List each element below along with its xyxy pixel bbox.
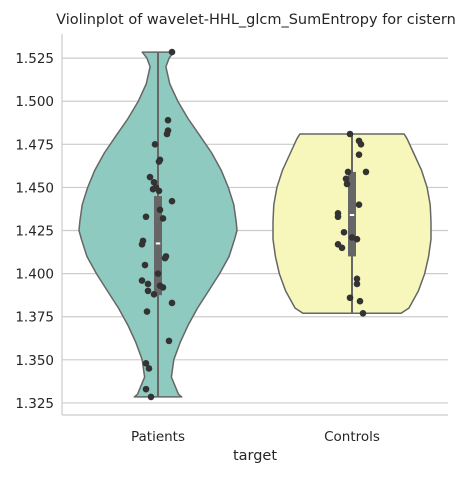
data-point <box>144 287 152 295</box>
data-point <box>355 201 363 208</box>
data-point <box>344 168 352 176</box>
data-point <box>150 178 158 186</box>
data-point <box>144 280 152 288</box>
data-point <box>151 141 159 148</box>
data-point <box>357 141 365 148</box>
x-tick-label-controls: Controls <box>324 429 380 445</box>
data-point <box>142 385 150 393</box>
data-point <box>346 130 354 138</box>
data-point <box>359 309 367 317</box>
data-point <box>164 116 172 124</box>
data-point <box>146 173 154 181</box>
data-point <box>338 244 346 252</box>
data-point <box>155 187 163 195</box>
axes-layer <box>61 34 448 416</box>
y-tick-label: 1.525 <box>15 51 54 67</box>
x-axis-label: target <box>233 448 277 464</box>
data-point <box>138 241 146 248</box>
data-point <box>342 175 350 183</box>
violin-layer <box>78 48 432 401</box>
violin-patients <box>78 48 238 401</box>
data-point <box>142 359 150 367</box>
data-point <box>154 270 162 277</box>
data-point <box>165 337 173 345</box>
y-tick-label: 1.350 <box>15 353 54 369</box>
data-point <box>353 280 361 288</box>
data-point <box>145 365 153 372</box>
data-point <box>168 299 176 307</box>
data-point <box>353 235 361 243</box>
data-point <box>141 261 149 269</box>
data-point <box>334 213 342 221</box>
data-point <box>147 393 155 401</box>
x-tick-label-patients: Patients <box>131 429 185 445</box>
y-tick-label: 1.375 <box>15 310 54 326</box>
y-tick-label: 1.450 <box>15 180 54 196</box>
data-point <box>362 168 370 176</box>
y-tick-label: 1.400 <box>15 267 54 283</box>
data-point <box>343 180 351 188</box>
data-point <box>168 48 176 56</box>
data-point <box>138 277 146 284</box>
data-point <box>355 151 363 158</box>
data-point <box>155 158 163 165</box>
chart-title: Violinplot of wavelet-HHL_glcm_SumEntrop… <box>56 12 456 28</box>
data-point <box>348 234 356 241</box>
data-point <box>168 197 176 205</box>
data-point <box>150 291 158 298</box>
data-point <box>356 297 364 305</box>
data-point <box>159 284 167 291</box>
data-point <box>346 294 354 302</box>
data-point <box>159 215 167 222</box>
data-point <box>353 275 361 283</box>
data-point <box>143 308 151 315</box>
y-tick-label: 1.500 <box>15 94 54 110</box>
y-tick-labels: 1.325 1.350 1.375 1.400 1.425 1.450 1.475 1.500… <box>15 51 54 412</box>
violin-box-patients <box>154 196 162 296</box>
data-point <box>340 228 348 236</box>
data-point <box>161 254 169 262</box>
data-point <box>156 206 164 214</box>
data-point <box>142 213 150 221</box>
data-point <box>149 185 157 193</box>
y-tick-label: 1.475 <box>15 137 54 153</box>
y-tick-label: 1.425 <box>15 224 54 240</box>
data-point <box>163 130 171 138</box>
y-tick-label: 1.325 <box>15 396 54 412</box>
x-tick-labels: Patients Controls <box>131 429 380 445</box>
violin-controls <box>272 130 432 317</box>
